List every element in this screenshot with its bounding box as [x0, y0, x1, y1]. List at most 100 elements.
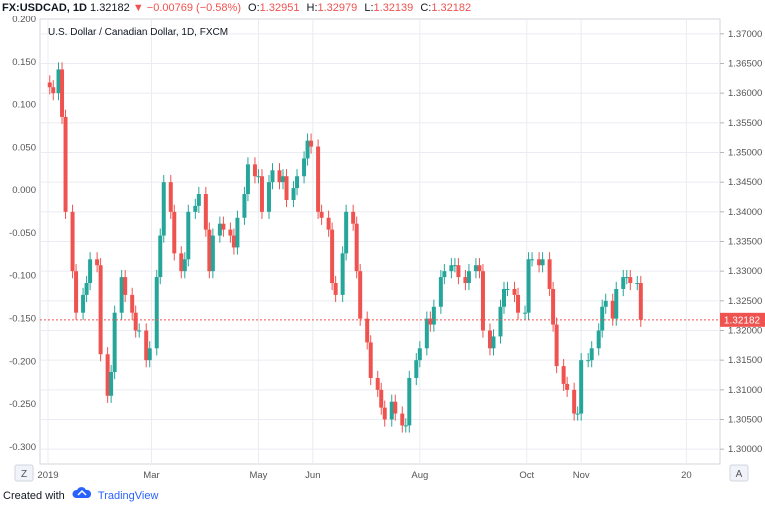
- candlestick-chart[interactable]: U.S. Dollar / Canadian Dollar, 1D, FXCM …: [0, 16, 765, 486]
- symbol-label[interactable]: FX:USDCAD, 1D: [2, 2, 87, 14]
- candle-body: [340, 253, 345, 295]
- right-axis-tick-label: 1.32500: [728, 296, 762, 307]
- candles-group: [47, 62, 643, 433]
- candle-body: [442, 271, 447, 278]
- right-axis-tick-label: 1.34000: [728, 207, 762, 218]
- candle-body: [382, 407, 387, 420]
- right-axis-tick-label: 1.33000: [728, 266, 762, 277]
- x-axis-tick-label: Aug: [411, 470, 428, 481]
- candle-body: [158, 235, 163, 278]
- candle-body: [487, 330, 492, 349]
- right-axis[interactable]: 1.37000 1.36500 1.36000 1.35500 1.35000 1.345…: [720, 29, 762, 455]
- candle-body: [452, 265, 457, 267]
- candle-body: [109, 372, 114, 396]
- candle-body: [291, 188, 296, 200]
- candle-body: [277, 170, 282, 183]
- close-value: 1.32182: [431, 2, 472, 14]
- candle-body: [438, 277, 443, 307]
- left-axis-tick-label: -0.100: [9, 271, 36, 282]
- candle-body: [210, 235, 215, 272]
- candle-body: [393, 401, 398, 414]
- candle-body: [51, 87, 56, 94]
- candle-body: [610, 300, 615, 319]
- candle-body: [575, 413, 580, 415]
- candle-body: [252, 164, 257, 177]
- candle-body: [133, 312, 138, 331]
- candle-body: [266, 182, 271, 212]
- candle-body: [147, 348, 152, 361]
- candle-body: [270, 170, 275, 183]
- down-arrow-icon: ▼: [132, 2, 144, 14]
- candle-body: [449, 265, 454, 272]
- candle-body: [196, 194, 201, 206]
- last-price: 1.32182: [90, 2, 130, 14]
- candle-body: [295, 176, 300, 189]
- auto-scale-button[interactable]: [729, 464, 749, 482]
- candle-body: [330, 229, 335, 284]
- candle-body: [358, 271, 363, 319]
- candle-body: [193, 205, 198, 212]
- candle-body: [74, 271, 79, 313]
- z-button[interactable]: [14, 464, 34, 482]
- candle-body: [624, 277, 629, 279]
- candle-body: [231, 235, 236, 248]
- candle-body: [502, 288, 506, 307]
- x-axis-tick-label: Nov: [573, 470, 590, 481]
- open-value: 1.32951: [259, 2, 300, 14]
- right-axis-tick-label: 1.36500: [728, 59, 762, 70]
- tradingview-cloud-icon: [72, 486, 92, 506]
- candle-body: [424, 318, 429, 349]
- candle-body: [621, 277, 626, 289]
- candle-body: [368, 342, 373, 378]
- candle-body: [333, 283, 338, 295]
- low-label: L:: [364, 2, 374, 14]
- candle-body: [554, 324, 559, 367]
- candle-body: [463, 277, 468, 284]
- candle-body: [403, 425, 408, 427]
- candle-body: [547, 259, 552, 289]
- candle-body: [379, 389, 384, 408]
- candle-body: [565, 383, 570, 390]
- x-axis[interactable]: 2019 Mar May Jun Aug Oct Nov 20: [37, 470, 691, 481]
- x-axis-tick-label: Oct: [519, 470, 534, 481]
- candle-body: [130, 294, 135, 313]
- candle-body: [305, 140, 310, 159]
- candle-body: [635, 283, 640, 285]
- candle-body: [63, 116, 68, 212]
- candle-body: [561, 366, 566, 384]
- auto-scale-button-label: A: [736, 469, 743, 480]
- candle-body: [60, 69, 65, 117]
- left-axis-tick-label: 0.150: [12, 57, 36, 68]
- right-axis-tick-label: 1.37000: [728, 29, 762, 40]
- candle-body: [217, 223, 222, 236]
- change-value: −0.00769 (−0.58%): [146, 2, 241, 14]
- candle-body: [523, 312, 528, 314]
- candle-body: [407, 377, 412, 426]
- candle-body: [596, 330, 601, 349]
- chart-title: U.S. Dollar / Canadian Dollar, 1D, FXCM: [48, 27, 228, 38]
- low-value: 1.32139: [373, 2, 414, 14]
- high-value: 1.32979: [317, 2, 358, 14]
- candle-body: [537, 259, 542, 266]
- candle-body: [228, 229, 233, 236]
- candle-body: [119, 277, 124, 313]
- candle-body: [572, 389, 577, 414]
- candle-body: [112, 312, 117, 373]
- left-axis-tick-label: 0.200: [12, 16, 36, 25]
- candle-body: [316, 146, 321, 212]
- left-axis-tick-label: 0.050: [12, 142, 36, 153]
- symbol-header: FX:USDCAD, 1D 1.32182 ▼ −0.00769 (−0.58%…: [0, 0, 765, 16]
- candle-body: [431, 306, 436, 325]
- candle-body: [309, 140, 314, 147]
- candle-body: [284, 176, 289, 200]
- x-axis-tick-label: May: [249, 470, 267, 481]
- right-axis-tick-label: 1.31500: [728, 355, 762, 366]
- right-axis-tick-label: 1.32000: [728, 326, 762, 337]
- right-axis-tick-label: 1.35500: [728, 118, 762, 129]
- candle-body: [186, 211, 191, 260]
- tradingview-link[interactable]: TradingView: [97, 490, 159, 502]
- candle-body: [123, 277, 128, 295]
- created-with-text: Created with: [3, 490, 65, 502]
- candle-body: [235, 217, 240, 248]
- candle-body: [168, 182, 173, 212]
